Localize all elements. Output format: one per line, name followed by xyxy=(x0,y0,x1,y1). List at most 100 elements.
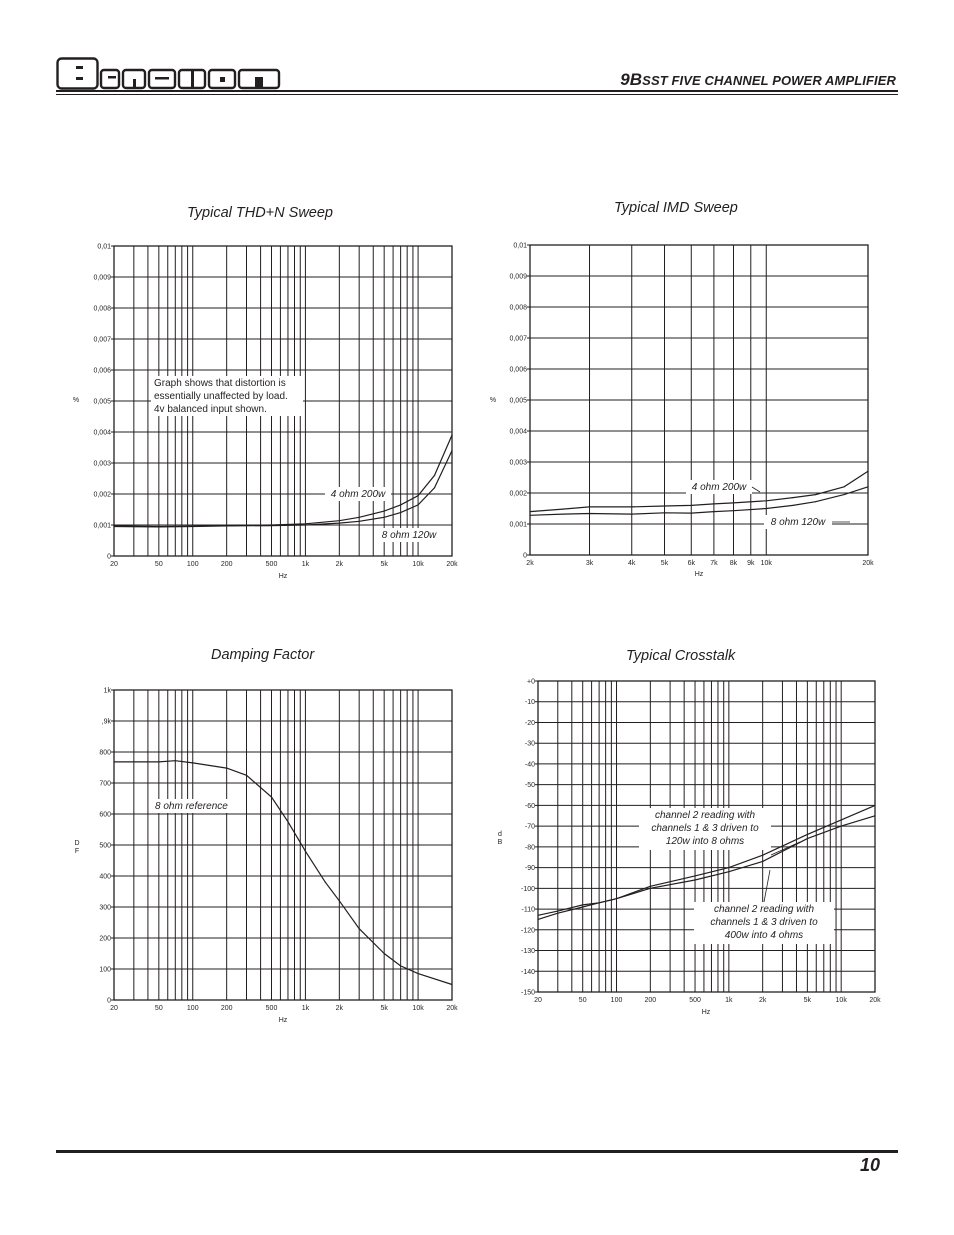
thd-chart: 0 0,001 0,002 0,003 0,004 0,005 0,006 0,007 0,00… xyxy=(73,244,458,581)
y-tick-label: -110 xyxy=(522,907,536,914)
data-point xyxy=(588,512,591,515)
crosstalk-label-4ohm-bg xyxy=(694,902,834,944)
data-point xyxy=(732,510,735,512)
x-tick-label: 2k xyxy=(526,560,534,567)
data-point xyxy=(874,815,876,817)
damping-chart: 0 100 200 300 400 500 600 700 800 ,9k 1k 20 50 100 200… xyxy=(74,688,458,1025)
data-point xyxy=(649,885,651,887)
data-point xyxy=(537,914,539,916)
y-tick-label: -10 xyxy=(525,699,535,706)
data-point xyxy=(400,504,402,506)
y-tick-label: 0,008 xyxy=(93,306,111,313)
y-axis-label-char: D xyxy=(74,840,79,847)
data-point xyxy=(728,867,730,869)
thd-series-label-4ohm: 4 ohm 200w xyxy=(331,489,386,500)
y-tick-label: -130 xyxy=(521,948,535,955)
data-point xyxy=(792,504,794,506)
x-tick-label: 10k xyxy=(412,1005,424,1012)
y-tick-label: 400 xyxy=(99,874,111,881)
data-point xyxy=(304,850,307,852)
data-point xyxy=(815,501,817,503)
crosstalk-label-4ohm: channels 1 & 3 driven to xyxy=(710,917,818,928)
data-point xyxy=(815,493,817,496)
x-tick-label: 20k xyxy=(862,560,874,567)
data-point xyxy=(304,524,307,526)
series-line-2 xyxy=(537,815,876,920)
x-tick-label: 1k xyxy=(302,1005,310,1012)
y-axis-label-char: d xyxy=(498,831,502,838)
data-point xyxy=(713,511,715,513)
x-tick-label: 200 xyxy=(644,997,656,1004)
data-point xyxy=(867,486,869,488)
data-point xyxy=(400,965,402,967)
y-tick-label: 300 xyxy=(99,905,111,912)
x-axis-label: Hz xyxy=(702,1009,711,1016)
data-point xyxy=(598,902,600,904)
x-axis-label: Hz xyxy=(279,573,288,580)
data-point xyxy=(417,973,419,975)
x-tick-label: 4k xyxy=(628,560,636,567)
y-tick-label: 0,009 xyxy=(509,274,527,281)
y-tick-label: 0,006 xyxy=(93,368,111,375)
thd-series-label-8ohm-bg xyxy=(374,528,444,542)
y-tick-label: -120 xyxy=(521,927,535,934)
y-tick-label: 0,004 xyxy=(93,430,111,437)
data-point xyxy=(663,512,666,514)
thd-note: Graph shows that distortion is xyxy=(154,378,286,389)
x-tick-label: 8k xyxy=(730,560,738,567)
data-point xyxy=(324,881,326,883)
y-tick-label: 700 xyxy=(99,781,111,788)
y-tick-label: 0 xyxy=(523,553,527,560)
imd-chart-title: Typical IMD Sweep xyxy=(614,200,738,216)
header-rule-thin xyxy=(56,94,898,95)
data-point xyxy=(174,760,176,762)
data-point xyxy=(192,525,194,528)
y-tick-label: ,9k xyxy=(102,719,112,726)
header-rule xyxy=(56,90,898,92)
x-tick-label: 50 xyxy=(155,561,163,568)
x-tick-label: 5k xyxy=(661,560,669,567)
damping-series-label-bg xyxy=(152,799,236,813)
data-point xyxy=(631,513,633,515)
data-point xyxy=(843,486,845,488)
crosstalk-label-8ohm-bg xyxy=(639,808,771,850)
y-tick-label: -140 xyxy=(521,969,535,976)
x-tick-label: 5k xyxy=(804,997,812,1004)
crosstalk-chart-title: Typical Crosstalk xyxy=(626,648,736,664)
y-tick-label: 600 xyxy=(99,812,111,819)
data-point xyxy=(663,505,666,507)
data-point xyxy=(690,512,692,514)
y-tick-label: -100 xyxy=(521,886,535,893)
imd-chart: 0 0,001 0,002 0,003 0,004 0,005 0,006 0,007 0,00… xyxy=(490,243,874,579)
data-point xyxy=(287,821,289,823)
plot-frame xyxy=(113,689,453,1001)
series-line-2 xyxy=(113,450,453,528)
x-tick-label: 20 xyxy=(110,1005,118,1012)
y-tick-label: -50 xyxy=(525,782,535,789)
data-point xyxy=(304,523,307,525)
data-point xyxy=(728,871,730,873)
plot-frame xyxy=(113,245,453,557)
data-point xyxy=(792,497,794,499)
data-point xyxy=(582,904,584,906)
crosstalk-label-8ohm: 120w into 8 ohms xyxy=(666,836,744,847)
thd-series-label-4ohm-bg xyxy=(325,487,391,501)
data-point xyxy=(245,774,248,776)
imd-series-label-8ohm-bg xyxy=(764,515,832,529)
data-point xyxy=(383,510,385,512)
y-tick-label: 0,003 xyxy=(93,461,111,468)
title-rest: SST FIVE CHANNEL POWER AMPLIFIER xyxy=(642,73,896,88)
data-point xyxy=(226,525,228,527)
data-point xyxy=(765,500,767,502)
crosstalk-leader-4ohm xyxy=(763,869,771,903)
y-tick-label: 200 xyxy=(99,936,111,943)
data-point xyxy=(840,819,842,821)
x-tick-label: 7k xyxy=(710,560,718,567)
data-point xyxy=(113,525,115,528)
y-tick-label: 0 xyxy=(107,554,111,561)
y-tick-label: -60 xyxy=(525,803,535,810)
thd-note-bg xyxy=(151,376,303,416)
y-tick-label: 0,004 xyxy=(509,429,527,436)
